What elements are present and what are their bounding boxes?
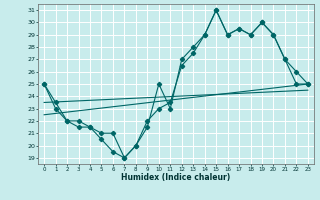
X-axis label: Humidex (Indice chaleur): Humidex (Indice chaleur) — [121, 173, 231, 182]
